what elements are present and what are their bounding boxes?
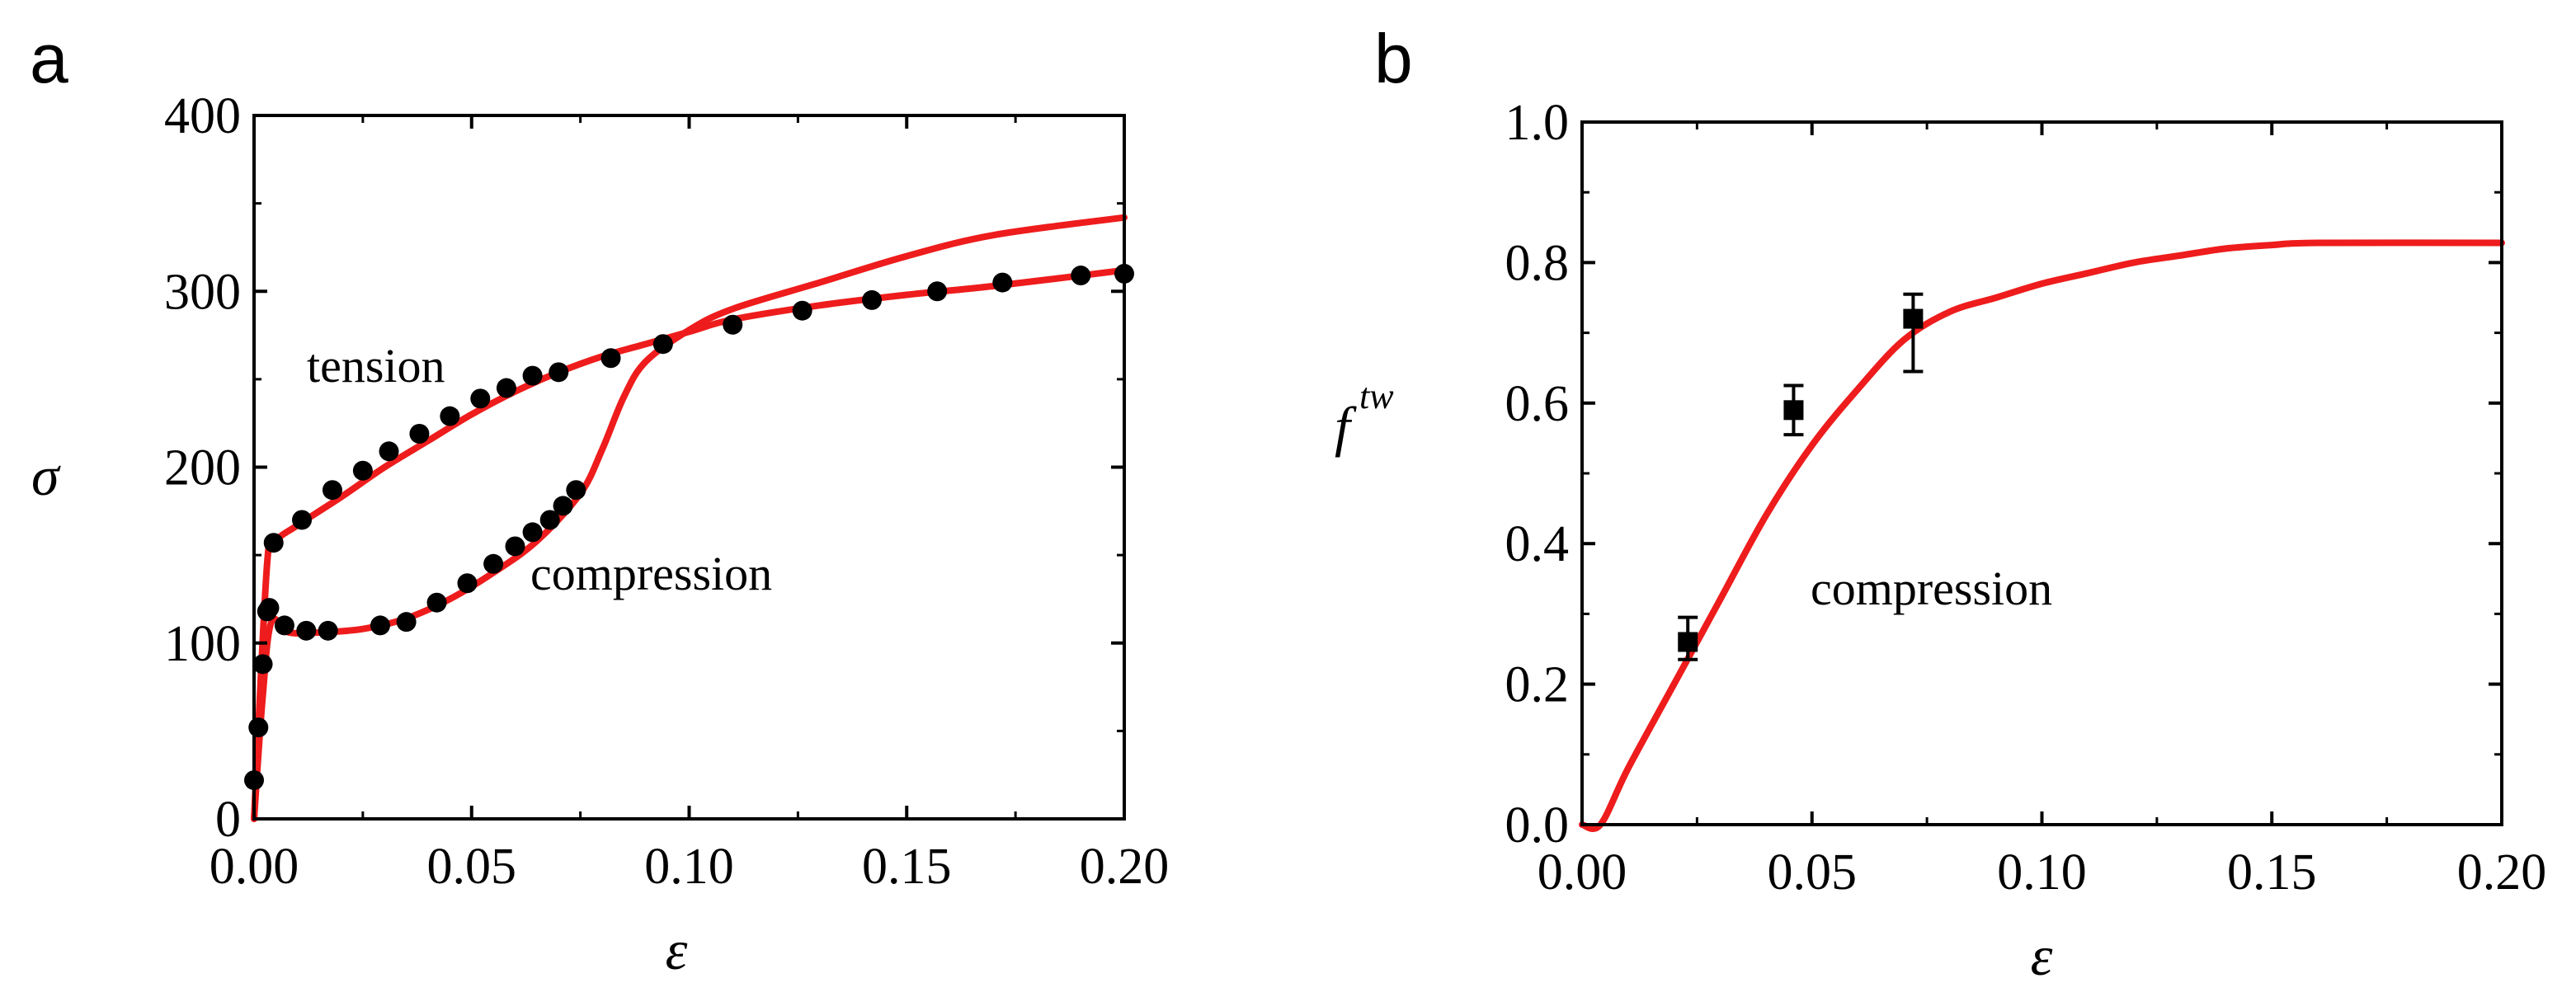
panel-a-ticks: 0.00 0.05 0.10 0.15 0.20 0 100 200 300 400 [164, 88, 1169, 895]
panel-a-data-point [252, 654, 273, 675]
panel-a-data-point [792, 300, 812, 321]
panel-a-data-point [352, 460, 373, 481]
panel-a-data-point [723, 314, 743, 335]
panel-a-data-point [440, 406, 460, 426]
panel-a-data-point [457, 573, 478, 594]
panel-a-xtick-label: 0.10 [644, 839, 734, 895]
panel-b-xtick-label: 0.20 [2457, 844, 2547, 901]
panel-b-ylabel: f [1335, 395, 1357, 458]
panel-a-data-point [322, 480, 342, 501]
panel-b-data-square [1783, 400, 1804, 421]
panel-a-data-point [566, 480, 586, 501]
panel-a-xtick-label: 0.05 [427, 839, 517, 895]
panel-b-label: b [1374, 20, 1413, 97]
panel-b-ytick-label: 0.0 [1505, 797, 1570, 854]
panel-b-xtick-label: 0.15 [2227, 844, 2317, 901]
panel-a-xtick-label: 0.15 [862, 839, 952, 895]
panel-a-xtick-label: 0.20 [1080, 839, 1170, 895]
panel-a-data-point [539, 510, 560, 530]
panel-a-data-point [600, 348, 621, 369]
panel-b-xtick-label: 0.10 [1997, 844, 2087, 901]
panel-a-data-point [274, 615, 294, 636]
panel-a-data-point [496, 378, 516, 398]
panel-a-data-point [370, 615, 390, 636]
panel-a-data-point [652, 334, 673, 355]
panel-a-data-point [549, 362, 569, 383]
panel-b-frame [1580, 120, 2503, 826]
panel-b-data-square [1903, 308, 1924, 329]
panel-a-ytick-label: 100 [164, 616, 241, 672]
panel-b-ylabel-superscript: tw [1359, 376, 1394, 416]
panel-a-annotation-tension: tension [307, 339, 445, 393]
panel-b-xtick-label: 0.05 [1768, 844, 1858, 901]
panel-a-data-point [248, 717, 269, 738]
panel-b-ytick-label: 1.0 [1505, 95, 1570, 151]
panel-b-ytick-label: 0.8 [1505, 235, 1570, 291]
panel-a-xtick-label: 0.00 [210, 839, 299, 895]
panel-a-data-point [318, 620, 338, 641]
panel-a-data-point [522, 365, 543, 386]
panel-a-data-point [470, 388, 491, 409]
panel-b: b 0.00 0.05 0.10 0.15 0.20 0.0 0.2 0.4 0.6 0.8 1.0… [1335, 20, 2546, 987]
panel-a-data-point [1071, 266, 1091, 286]
panel-a-ylabel: σ [31, 444, 61, 507]
panel-a-data-point [263, 533, 284, 553]
panel-b-ytick-label: 0.2 [1505, 657, 1570, 713]
panel-a-data-point [409, 423, 430, 444]
panel-a-data-point [992, 272, 1013, 293]
panel-a-ytick-label: 0 [215, 792, 241, 848]
panel-a-data-point [553, 496, 573, 516]
panel-b-series [1579, 239, 2505, 832]
panel-b-annotation-compression: compression [1811, 562, 2052, 615]
panel-b-ticks: 0.00 0.05 0.10 0.15 0.20 0.0 0.2 0.4 0.6 0.8 1.0 [1505, 95, 2547, 901]
panel-a-data-point [927, 281, 948, 302]
panel-a-ytick-label: 400 [164, 88, 241, 144]
panel-a-ytick-label: 200 [164, 440, 241, 496]
panel-b-ytick-label: 0.4 [1505, 516, 1570, 572]
panel-a-data-point [292, 510, 313, 530]
panel-a-data-point [396, 612, 417, 633]
panel-b-line-model [1579, 239, 2505, 832]
panel-a-ytick-label: 300 [164, 264, 241, 320]
panel-a-data-point [296, 620, 317, 641]
panel-a-series [244, 214, 1134, 822]
panel-a-label: a [30, 20, 68, 97]
panel-a-data-point [505, 536, 525, 557]
panel-a-data-point [426, 592, 447, 613]
panel-a-data-point [257, 601, 277, 622]
panel-a-data-point [379, 441, 399, 462]
panel-b-ytick-label: 0.6 [1505, 376, 1570, 432]
panel-b-data-square [1678, 632, 1698, 652]
panel-a-xlabel: ε [666, 919, 688, 981]
panel-b-xlabel: ε [2031, 924, 2053, 987]
panel-a-data-point [522, 522, 543, 543]
panel-a-data-point [483, 553, 504, 574]
panel-a-data-point [862, 289, 883, 310]
panel-b-xtick-label: 0.00 [1538, 844, 1627, 901]
panel-a-annotation-compression: compression [530, 547, 772, 600]
panel-a-line-compression-model [251, 214, 1128, 822]
